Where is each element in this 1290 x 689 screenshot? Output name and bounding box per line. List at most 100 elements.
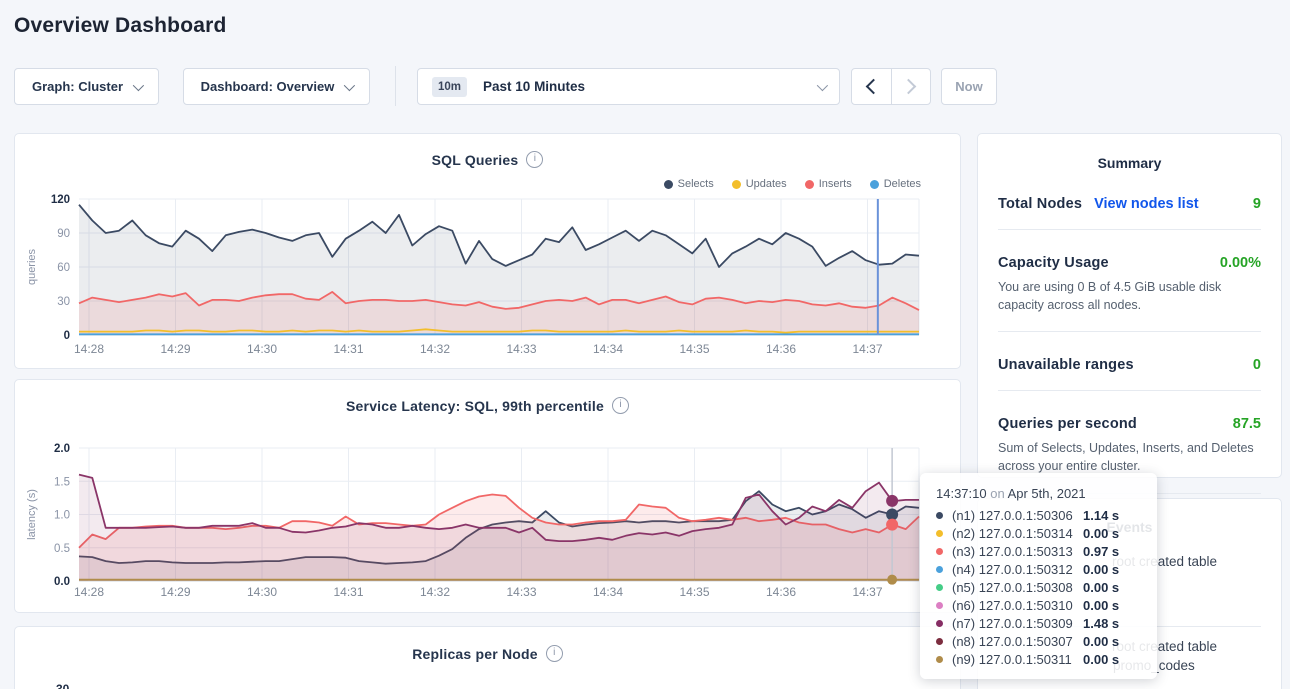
- svg-text:14:37: 14:37: [852, 585, 882, 599]
- svg-text:14:35: 14:35: [679, 342, 709, 356]
- tooltip-node-row: (n7) 127.0.0.1:50309 1.48 s: [936, 615, 1145, 633]
- node-address: (n3) 127.0.0.1:50313: [952, 543, 1073, 559]
- svg-text:14:36: 14:36: [766, 585, 796, 599]
- legend-item-selects[interactable]: Selects: [663, 178, 714, 190]
- svg-text:14:29: 14:29: [160, 342, 190, 356]
- svg-text:30: 30: [57, 296, 70, 308]
- toolbar-divider: [395, 66, 396, 106]
- sql-queries-title: SQL Queries: [431, 151, 519, 168]
- legend-label: Selects: [677, 178, 714, 190]
- node-color-dot: [936, 565, 943, 573]
- legend-item-inserts[interactable]: Inserts: [804, 178, 852, 190]
- summary-panel: Summary Total Nodes View nodes list 9 Ca…: [977, 133, 1282, 535]
- chevron-down-icon: [132, 79, 145, 91]
- sql-queries-card: SQL Queries i Selects Updates Inserts Delet…: [14, 133, 961, 369]
- chevron-left-icon: [865, 78, 882, 95]
- page-title: Overview Dashboard: [14, 14, 227, 37]
- svg-text:14:31: 14:31: [333, 342, 363, 356]
- divider: [998, 390, 1261, 392]
- svg-text:14:28: 14:28: [74, 585, 104, 599]
- node-address: (n6) 127.0.0.1:50310: [952, 598, 1073, 614]
- tooltip-node-row: (n2) 127.0.0.1:50314 0.00 s: [936, 524, 1145, 542]
- unavailable-ranges-label: Unavailable ranges: [998, 357, 1134, 374]
- total-nodes-label: Total Nodes: [998, 196, 1083, 212]
- graph-scope-label: Graph: Cluster: [31, 79, 123, 94]
- node-color-dot: [936, 547, 943, 555]
- prev-range-button[interactable]: [852, 69, 891, 104]
- node-latency-value: 0.00 s: [1083, 525, 1120, 541]
- tooltip-node-row: (n1) 127.0.0.1:50306 1.14 s: [936, 506, 1145, 524]
- sql-queries-legend: Selects Updates Inserts Deletes: [663, 178, 921, 190]
- time-pager: [851, 68, 931, 105]
- time-range-badge: 10m: [432, 76, 468, 97]
- svg-text:2.0: 2.0: [54, 443, 70, 455]
- info-icon[interactable]: i: [545, 645, 563, 662]
- legend-dot: [731, 179, 741, 189]
- view-nodes-list-link[interactable]: View nodes list: [1094, 196, 1199, 212]
- graph-scope-dropdown[interactable]: Graph: Cluster: [14, 68, 159, 105]
- sql-queries-chart[interactable]: 0 30 60 90 120 14:28 14:29 14:30 14:31 14:32 14:33…: [15, 186, 962, 370]
- tooltip-node-row: (n5) 127.0.0.1:50308 0.00 s: [936, 578, 1145, 596]
- info-icon[interactable]: i: [611, 397, 629, 414]
- legend-dot: [804, 179, 814, 189]
- node-color-dot: [936, 656, 943, 664]
- svg-text:latency (s): latency (s): [26, 489, 38, 540]
- svg-text:14:36: 14:36: [766, 342, 796, 356]
- now-button[interactable]: Now: [941, 68, 997, 105]
- chevron-right-icon: [900, 78, 917, 95]
- total-nodes-value: 9: [1252, 196, 1261, 212]
- qps-row: Queries per second 87.5: [978, 416, 1281, 432]
- svg-text:14:33: 14:33: [506, 585, 536, 599]
- service-latency-chart[interactable]: 0.0 0.5 1.0 1.5 2.0 14:28 14:29 14:30 14:31 14:32…: [15, 433, 962, 615]
- legend-dot: [663, 179, 673, 189]
- tooltip-node-row: (n4) 127.0.0.1:50312 0.00 s: [936, 560, 1145, 578]
- info-icon[interactable]: i: [526, 151, 544, 168]
- node-latency-value: 0.00 s: [1083, 598, 1120, 614]
- node-latency-value: 0.00 s: [1083, 634, 1120, 650]
- replicas-ytick-partial: 30: [56, 682, 70, 689]
- capacity-caption: You are using 0 B of 4.5 GiB usable disk…: [998, 280, 1222, 313]
- node-color-dot: [936, 583, 943, 591]
- tooltip-node-row: (n6) 127.0.0.1:50310 0.00 s: [936, 596, 1145, 614]
- node-latency-value: 1.48 s: [1083, 616, 1120, 632]
- legend-item-updates[interactable]: Updates: [731, 178, 787, 190]
- node-address: (n8) 127.0.0.1:50307: [952, 634, 1073, 650]
- dashboard-label: Dashboard: Overview: [200, 79, 335, 94]
- next-range-button[interactable]: [890, 69, 931, 104]
- svg-text:60: 60: [57, 262, 70, 274]
- tooltip-node-row: (n8) 127.0.0.1:50307 0.00 s: [936, 633, 1145, 651]
- node-color-dot: [936, 602, 943, 610]
- divider: [998, 331, 1261, 333]
- svg-text:14:30: 14:30: [247, 585, 277, 599]
- chevron-down-icon: [816, 79, 829, 91]
- replicas-title: Replicas per Node: [412, 645, 538, 662]
- svg-text:0.5: 0.5: [54, 543, 70, 555]
- node-address: (n2) 127.0.0.1:50314: [952, 525, 1073, 541]
- total-nodes-row: Total Nodes View nodes list 9: [978, 196, 1281, 212]
- capacity-row: Capacity Usage 0.00%: [978, 255, 1281, 271]
- chart-hover-tooltip: 14:37:10 on Apr 5th, 2021 (n1) 127.0.0.1…: [920, 473, 1157, 679]
- legend-label: Updates: [745, 178, 787, 190]
- capacity-value: 0.00%: [1219, 255, 1261, 271]
- time-range-dropdown[interactable]: 10m Past 10 Minutes: [417, 68, 840, 105]
- svg-text:14:33: 14:33: [506, 342, 536, 356]
- svg-text:0.0: 0.0: [54, 576, 70, 588]
- qps-value: 87.5: [1232, 416, 1261, 433]
- node-address: (n1) 127.0.0.1:50306: [952, 507, 1073, 523]
- svg-text:14:34: 14:34: [593, 342, 623, 356]
- node-color-dot: [936, 511, 943, 519]
- node-address: (n7) 127.0.0.1:50309: [952, 616, 1073, 632]
- node-address: (n4) 127.0.0.1:50312: [952, 561, 1073, 577]
- legend-item-deletes[interactable]: Deletes: [869, 178, 921, 190]
- tooltip-node-row: (n3) 127.0.0.1:50313 0.97 s: [936, 542, 1145, 560]
- svg-text:queries: queries: [26, 248, 38, 285]
- svg-text:0: 0: [64, 330, 70, 342]
- svg-text:14:28: 14:28: [74, 342, 104, 356]
- time-range-label: Past 10 Minutes: [483, 79, 586, 94]
- summary-title: Summary: [1097, 155, 1162, 171]
- node-color-dot: [936, 638, 943, 646]
- node-address: (n9) 127.0.0.1:50311: [952, 652, 1072, 668]
- unavailable-ranges-row: Unavailable ranges 0: [978, 357, 1281, 373]
- dashboard-dropdown[interactable]: Dashboard: Overview: [183, 68, 370, 105]
